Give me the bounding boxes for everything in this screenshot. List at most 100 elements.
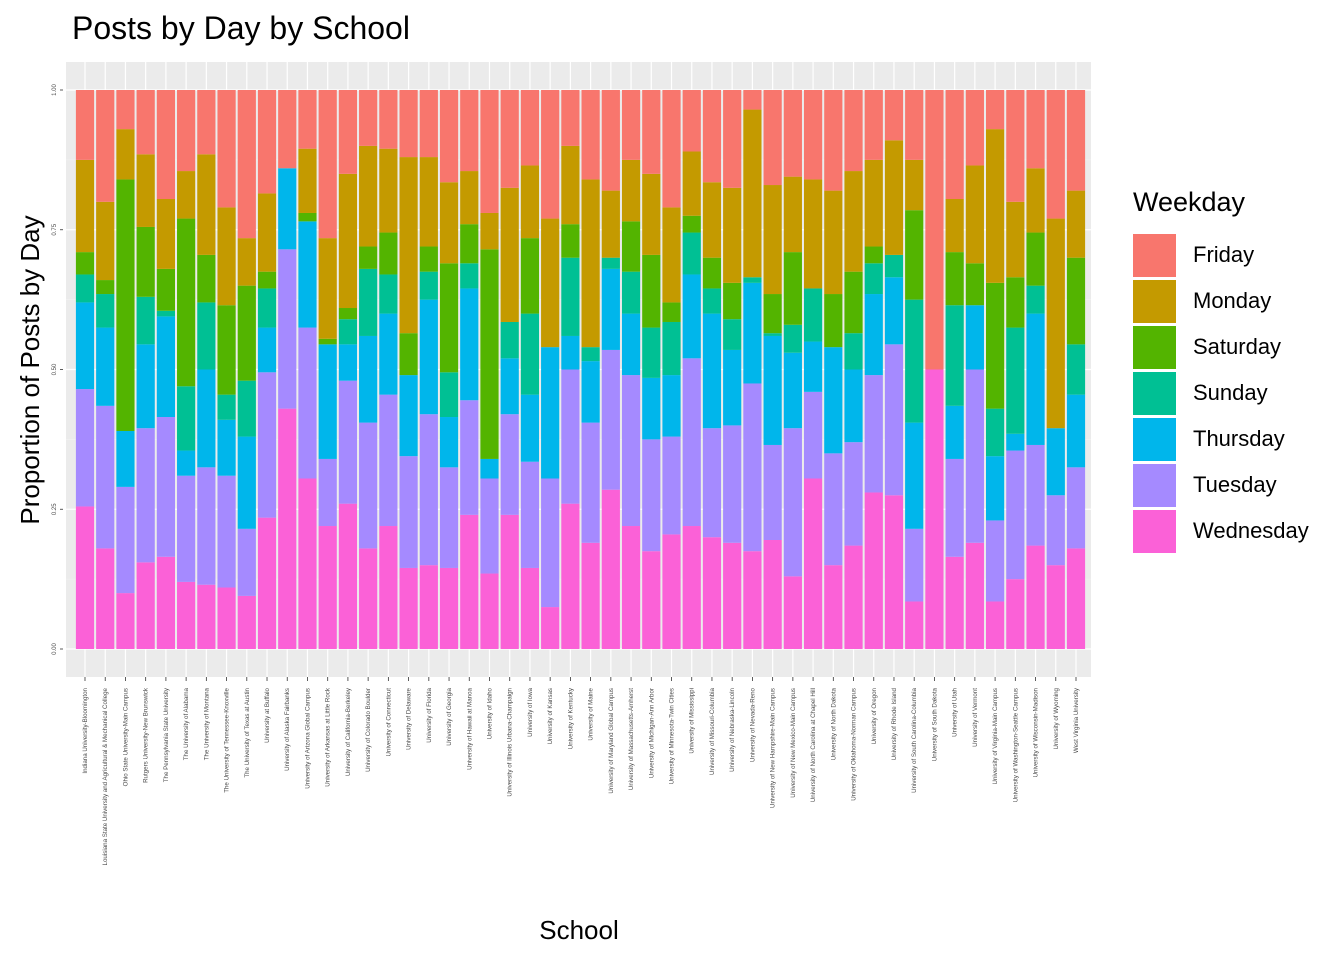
bar-segment-sunday	[379, 274, 398, 314]
bar-segment-friday	[662, 90, 681, 208]
bar-segment-tuesday	[75, 389, 95, 507]
bar-segment-wednesday	[1066, 548, 1086, 649]
bar-segment-sunday	[844, 333, 863, 370]
bar-segment-thursday	[642, 377, 661, 440]
bar-segment-monday	[359, 145, 378, 247]
bar-segment-friday	[1026, 90, 1045, 169]
x-tick-label: The University of Montana	[203, 687, 210, 760]
legend-label: Friday	[1193, 242, 1255, 267]
legend-key-sunday	[1133, 371, 1176, 415]
bar-segment-monday	[75, 159, 95, 253]
bar-segment-monday	[1066, 190, 1086, 258]
bar-segment-saturday	[359, 246, 378, 269]
legend-key-monday	[1133, 279, 1176, 323]
bar-segment-tuesday	[743, 383, 762, 552]
x-tick-label: The Pennsylvania State University	[163, 687, 170, 782]
x-tick-label: University of Utah	[952, 687, 959, 736]
bar-segment-friday	[75, 90, 95, 160]
bar-segment-tuesday	[763, 444, 782, 540]
bar-segment-sunday	[217, 394, 236, 420]
bar-segment-tuesday	[723, 425, 742, 543]
bar-segment-friday	[439, 90, 459, 183]
bar-segment-friday	[642, 90, 661, 174]
legend-item-friday: Friday	[1133, 232, 1309, 278]
bar-segment-sunday	[439, 372, 459, 418]
bar-segment-thursday	[298, 221, 317, 328]
x-tick-label: University of South Carolina-Columbia	[911, 687, 918, 792]
bar-segment-thursday	[541, 347, 560, 479]
x-tick-label: University of North Carolina at Chapel H…	[810, 688, 817, 802]
bar-segment-friday	[803, 90, 823, 180]
bar-segment-monday	[177, 171, 196, 219]
bar-segment-friday	[844, 90, 863, 172]
legend-item-monday: Monday	[1133, 278, 1309, 324]
bar-segment-wednesday	[278, 408, 297, 649]
bar-segment-monday	[237, 238, 256, 286]
legend-label: Saturday	[1193, 334, 1282, 359]
bar-segment-tuesday	[824, 453, 843, 566]
bar-segment-monday	[96, 201, 115, 281]
bar-segment-sunday	[1026, 285, 1045, 314]
x-tick-label: University of New Hampshire-Main Campus	[770, 688, 777, 808]
bar-segment-tuesday	[803, 391, 823, 479]
bar-segment-friday	[460, 90, 479, 172]
bar-segment-friday	[884, 90, 904, 141]
bar-segment-saturday	[298, 212, 317, 222]
bar-segment-tuesday	[844, 442, 863, 546]
bar-segment-monday	[561, 145, 580, 225]
x-tick-label: University of Oregon	[871, 687, 878, 744]
bar-segment-saturday	[318, 338, 337, 345]
x-tick-label: University of Wyoming	[1053, 687, 1060, 749]
bar-segment-tuesday	[359, 422, 378, 549]
bar-segment-sunday	[642, 327, 661, 378]
bar-segment-monday	[500, 187, 519, 322]
bar-segment-saturday	[439, 263, 459, 373]
bar-segment-friday	[520, 90, 540, 166]
x-tick-label: Ohio State University-Main Campus	[122, 688, 129, 786]
bar-segment-thursday	[520, 394, 540, 462]
x-tick-label: University of Missouri-Columbia	[709, 687, 716, 775]
bar-segment-friday	[1046, 90, 1065, 219]
bar-segment-friday	[864, 90, 883, 160]
bar-segment-thursday	[723, 349, 742, 426]
bar-segment-wednesday	[824, 565, 843, 649]
bar-segment-tuesday	[541, 478, 560, 608]
bar-segment-friday	[96, 90, 115, 202]
bar-segment-wednesday	[520, 567, 540, 649]
bar-segment-tuesday	[1006, 450, 1025, 580]
bar-segment-sunday	[581, 347, 600, 362]
bar-segment-tuesday	[96, 405, 115, 549]
bar-segment-thursday	[136, 344, 155, 429]
bar-segment-monday	[763, 185, 782, 295]
bar-segment-friday	[783, 90, 802, 177]
bar-segment-saturday	[520, 238, 540, 314]
bar-segment-tuesday	[945, 458, 964, 557]
bar-segment-sunday	[702, 288, 722, 314]
bar-segment-wednesday	[601, 489, 620, 649]
bar-segment-friday	[278, 90, 297, 169]
bar-segment-monday	[480, 212, 499, 250]
bar-segment-thursday	[844, 369, 863, 443]
x-tick-label: The University of Texas at Austin	[244, 687, 251, 777]
legend-item-sunday: Sunday	[1133, 370, 1309, 416]
bar-segment-wednesday	[298, 478, 317, 649]
x-tick-label: University of Nebraska-Lincoln	[729, 687, 736, 771]
bar-segment-tuesday	[480, 478, 499, 574]
bar-segment-thursday	[702, 313, 722, 429]
bar-segment-thursday	[905, 422, 924, 529]
bar-segment-thursday	[965, 305, 984, 370]
legend-key-friday	[1133, 233, 1176, 277]
bar-segment-friday	[1066, 90, 1086, 191]
bar-segment-sunday	[783, 324, 802, 353]
bar-segment-tuesday	[581, 422, 600, 543]
bar-segment-friday	[480, 90, 499, 213]
bar-segment-friday	[217, 90, 236, 208]
x-tick-label: University of Delaware	[406, 687, 413, 749]
bar-segment-tuesday	[399, 456, 418, 568]
bar-segment-sunday	[864, 263, 883, 295]
bar-segment-saturday	[763, 294, 782, 334]
x-tick-label: Louisiana State University and Agricultu…	[102, 687, 109, 865]
bar-segment-monday	[945, 199, 964, 253]
bar-segment-tuesday	[884, 344, 904, 496]
bar-segment-wednesday	[763, 539, 782, 649]
